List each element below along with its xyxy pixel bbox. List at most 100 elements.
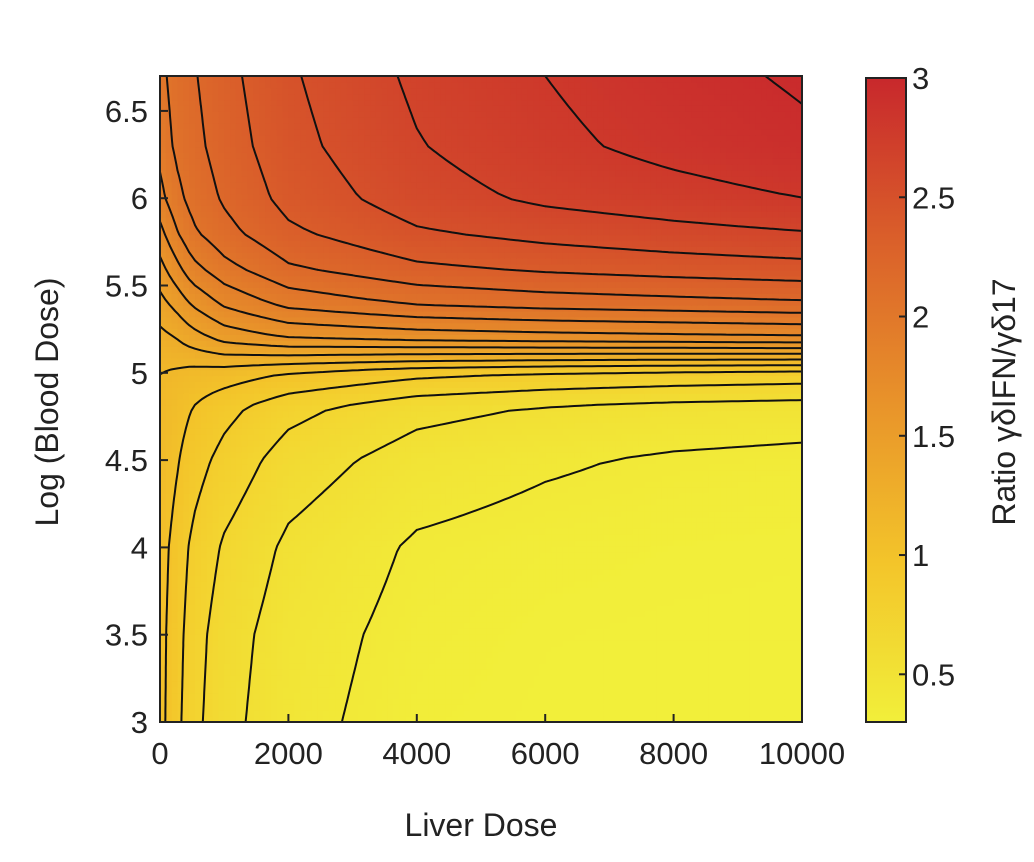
heat-cell [235, 498, 243, 506]
heat-cell [282, 510, 289, 518]
heat-cell [364, 651, 371, 658]
heat-cell [428, 492, 435, 500]
heat-cell [586, 598, 593, 606]
heat-cell [650, 686, 657, 694]
heat-cell [270, 504, 278, 512]
heat-cell [381, 645, 389, 653]
heat-cell [778, 481, 786, 488]
heat-cell [300, 545, 307, 553]
heat-cell [416, 498, 424, 506]
heat-cell [702, 592, 710, 600]
heat-cell [708, 633, 716, 641]
heat-cell [335, 610, 342, 617]
heat-cell [311, 680, 319, 688]
heat-cell [720, 592, 727, 600]
heat-cell [212, 451, 219, 459]
heat-cell [667, 469, 675, 476]
heat-cell [212, 639, 219, 647]
heat-cell [650, 504, 657, 512]
heat-cell [632, 610, 640, 617]
heat-cell [691, 487, 698, 494]
heat-cell [521, 598, 529, 606]
heat-cell [644, 633, 651, 641]
heat-cell [183, 598, 190, 606]
heat-cell [510, 604, 517, 612]
heat-cell [206, 639, 214, 647]
heat-cell [294, 487, 301, 494]
heat-cell [726, 522, 733, 529]
heat-cell [766, 475, 774, 482]
heat-cell [691, 492, 698, 500]
heat-cell [726, 516, 733, 523]
heat-cell [270, 610, 278, 617]
heat-cell [749, 563, 756, 570]
heat-cell [749, 716, 756, 722]
heat-cell [609, 528, 616, 535]
heat-cell [393, 575, 400, 582]
heat-cell [463, 698, 470, 705]
heat-cell [177, 487, 184, 494]
heat-cell [189, 692, 196, 700]
heat-cell [661, 657, 669, 664]
heat-cell [399, 657, 406, 664]
heat-cell [270, 651, 278, 658]
heat-cell [206, 680, 214, 688]
heat-cell [545, 675, 552, 682]
heat-cell [200, 457, 208, 465]
heat-cell [580, 592, 587, 600]
heat-cell [288, 481, 295, 488]
heat-cell [352, 451, 360, 459]
heat-cell [778, 592, 786, 600]
heat-cell [265, 563, 272, 570]
heat-cell [224, 680, 231, 688]
heat-cell [743, 575, 751, 582]
heat-cell [393, 675, 400, 682]
heat-cell [375, 575, 383, 582]
heat-cell [294, 663, 301, 670]
heat-cell [276, 545, 284, 553]
heat-cell [288, 469, 295, 476]
heat-cell [241, 657, 249, 664]
heat-cell [370, 586, 377, 594]
heat-cell [761, 645, 768, 653]
heat-cell [545, 575, 552, 582]
heat-cell [486, 463, 494, 471]
heat-cell [329, 651, 336, 658]
heat-cell [656, 610, 663, 617]
heat-cell [165, 492, 173, 500]
heat-cell [300, 710, 307, 717]
heat-cell [230, 487, 237, 494]
heat-cell [702, 475, 710, 482]
heat-cell [685, 622, 692, 629]
heat-cell [189, 657, 196, 664]
heat-cell [428, 616, 435, 623]
heat-cell [691, 569, 698, 576]
heat-cell [323, 663, 330, 670]
heat-cell [294, 628, 301, 635]
heat-cell [498, 610, 505, 617]
heat-cell [539, 522, 546, 529]
heat-cell [230, 657, 237, 664]
heat-cell [410, 716, 418, 722]
heat-cell [469, 604, 476, 612]
heat-cell [399, 498, 406, 506]
heat-cell [282, 651, 289, 658]
heat-cell [405, 563, 412, 570]
heat-cell [475, 651, 482, 658]
heat-cell [475, 675, 482, 682]
heat-cell [416, 710, 424, 717]
heat-cell [755, 639, 762, 647]
heat-cell [644, 539, 651, 547]
heat-cell [656, 504, 663, 512]
heat-cell [340, 557, 348, 565]
heat-cell [440, 463, 447, 471]
heat-cell [609, 680, 616, 688]
heat-cell [410, 563, 418, 570]
heat-cell [346, 698, 354, 705]
heat-cell [597, 651, 605, 658]
heat-cell [615, 563, 622, 570]
heat-cell [189, 639, 196, 647]
heat-cell [755, 633, 762, 641]
heat-cell [235, 622, 243, 629]
heat-cell [224, 487, 231, 494]
